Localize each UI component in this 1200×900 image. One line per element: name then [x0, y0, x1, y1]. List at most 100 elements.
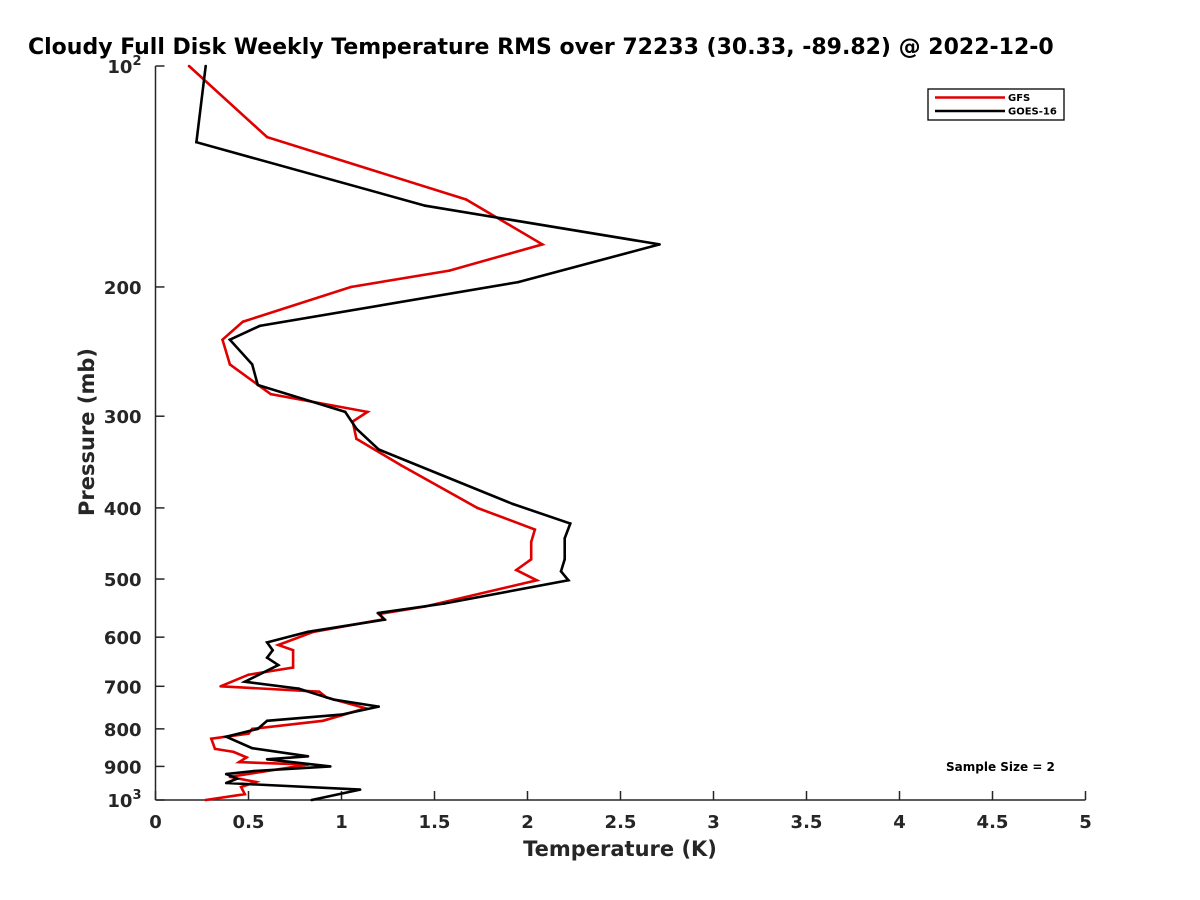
x-tick-label: 1 — [335, 812, 348, 833]
legend-box — [927, 88, 1065, 121]
data-point-goes-16 — [563, 537, 566, 540]
data-point-gfs — [239, 785, 243, 789]
data-point-goes-16 — [329, 765, 332, 768]
y-axis-label: Pressure (mb) — [75, 348, 99, 516]
data-point-goes-16 — [277, 663, 280, 667]
x-tick-label: 1.5 — [419, 812, 451, 833]
y-tick-label: 800 — [104, 720, 142, 741]
y-tick-label: 102 — [107, 54, 141, 78]
data-point-gfs — [366, 410, 369, 414]
data-point-gfs — [541, 243, 544, 246]
data-point-gfs — [210, 737, 213, 740]
data-point-goes-16 — [423, 204, 427, 207]
y-tick-label: 600 — [104, 628, 142, 649]
data-point-goes-16 — [228, 338, 232, 342]
data-point-gfs — [464, 198, 468, 201]
data-point-goes-16 — [224, 781, 228, 785]
data-point-goes-16 — [332, 698, 336, 701]
data-point-goes-16 — [306, 755, 310, 758]
data-point-goes-16 — [195, 140, 198, 144]
data-point-goes-16 — [265, 641, 269, 644]
data-point-goes-16 — [250, 363, 254, 366]
data-point-gfs — [237, 760, 241, 764]
data-point-goes-16 — [250, 746, 254, 750]
data-point-gfs — [228, 363, 232, 366]
data-point-gfs — [476, 506, 479, 510]
data-point-gfs — [219, 685, 222, 688]
data-point-goes-16 — [256, 383, 260, 387]
y-tick-label: 700 — [104, 677, 142, 698]
data-point-gfs — [269, 392, 273, 396]
sample-size-annotation: Sample Size = 2 — [946, 760, 1055, 774]
chart-title: Cloudy Full Disk Weekly Temperature RMS … — [28, 35, 1054, 60]
data-point-goes-16 — [310, 798, 314, 802]
data-point-goes-16 — [559, 570, 563, 573]
data-point-goes-16 — [224, 772, 228, 776]
x-axis-label: Temperature (K) — [523, 837, 717, 861]
data-point-gfs — [204, 798, 207, 802]
x-tick-label: 4.5 — [977, 812, 1009, 833]
data-point-gfs — [317, 690, 321, 693]
data-point-gfs — [241, 320, 245, 324]
data-point-goes-16 — [256, 727, 260, 731]
x-tick-label: 0 — [149, 812, 162, 833]
data-point-gfs — [277, 643, 280, 647]
data-point-goes-16 — [306, 630, 310, 634]
data-point-gfs — [254, 780, 258, 784]
data-point-goes-16 — [563, 558, 566, 561]
data-point-gfs — [529, 540, 533, 544]
data-point-gfs — [247, 732, 250, 735]
data-point-goes-16 — [377, 705, 381, 708]
data-point-goes-16 — [355, 427, 358, 431]
y-tick-label: 400 — [104, 499, 142, 520]
y-tick-label: 103 — [107, 788, 141, 812]
x-tick-label: 3.5 — [791, 812, 823, 833]
data-point-gfs — [243, 792, 247, 796]
series-line-gfs — [188, 65, 546, 802]
data-point-goes-16 — [265, 656, 269, 659]
data-point-gfs — [247, 673, 250, 676]
y-tick-label: 900 — [104, 757, 142, 778]
plot-lines — [187, 64, 661, 802]
x-tick-label: 0.5 — [233, 812, 265, 833]
data-point-gfs — [533, 528, 537, 531]
data-point-goes-16 — [204, 64, 207, 68]
data-point-gfs — [349, 285, 353, 289]
data-point-gfs — [529, 558, 533, 561]
y-tick-label: 500 — [104, 570, 142, 591]
series-line-goes-16 — [194, 65, 660, 802]
data-point-goes-16 — [343, 410, 347, 414]
x-tick-label: 3 — [707, 812, 720, 833]
data-point-goes-16 — [511, 502, 514, 506]
x-tick-label: 2 — [521, 812, 534, 833]
data-point-gfs — [399, 464, 403, 467]
data-point-goes-16 — [297, 687, 301, 690]
x-tick-label: 5 — [1079, 812, 1092, 833]
data-point-gfs — [535, 579, 539, 582]
data-point-gfs — [221, 338, 224, 342]
data-point-gfs — [187, 64, 191, 68]
legend-label-goes-16: GOES-16 — [1008, 107, 1057, 118]
data-point-goes-16 — [377, 611, 381, 615]
data-point-gfs — [291, 648, 295, 652]
data-point-goes-16 — [265, 758, 269, 761]
y-tick-label: 300 — [104, 407, 142, 428]
data-point-gfs — [213, 747, 217, 751]
legend-label-gfs: GFS — [1008, 93, 1030, 104]
legend: GFS GOES-16 — [927, 88, 1065, 121]
data-point-goes-16 — [377, 448, 381, 451]
data-point-goes-16 — [265, 719, 269, 723]
data-point-gfs — [291, 666, 295, 669]
data-point-goes-16 — [658, 243, 661, 246]
data-point-goes-16 — [567, 579, 570, 582]
data-point-gfs — [265, 135, 269, 139]
x-tick-label: 2.5 — [605, 812, 637, 833]
data-point-goes-16 — [383, 618, 386, 621]
data-point-gfs — [321, 719, 325, 723]
data-point-gfs — [355, 437, 358, 441]
data-point-goes-16 — [358, 788, 362, 791]
data-point-goes-16 — [271, 648, 275, 652]
data-point-goes-16 — [340, 713, 343, 716]
